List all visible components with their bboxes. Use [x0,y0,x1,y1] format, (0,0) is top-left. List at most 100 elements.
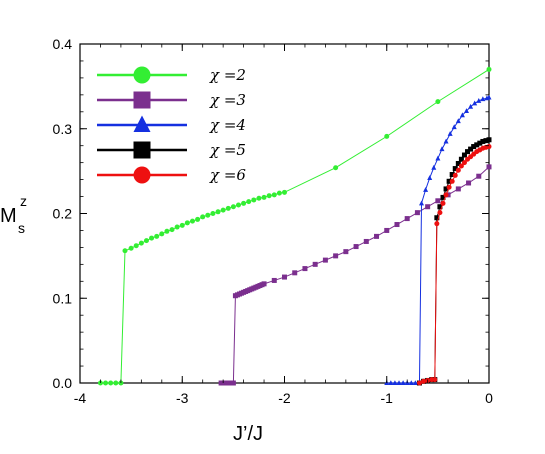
legend-label: χ =6 [209,166,246,184]
legend-marker [133,66,151,84]
legend-entry: χ =3 [97,91,246,109]
y-tick-label: 0.0 [53,375,73,391]
data-point [143,238,149,244]
x-tick-label: -3 [176,390,189,406]
data-point [215,209,221,215]
data-point [435,198,441,204]
legend-label: χ =2 [209,66,246,84]
series-2 [97,66,492,386]
legend-label: χ =5 [209,141,246,159]
data-point [174,224,180,230]
data-point [276,190,282,196]
data-point [108,380,114,386]
y-axis-title-main: M [0,205,17,227]
data-point [343,249,349,255]
data-point [159,231,165,237]
data-point [443,192,449,198]
data-point [414,210,420,216]
data-point [246,199,252,205]
data-point [437,210,443,216]
data-point [472,100,478,106]
data-point [394,222,400,228]
data-point [230,380,236,386]
data-point [459,112,465,118]
data-point [437,204,443,210]
data-point [474,142,480,148]
data-point [476,173,482,179]
x-tick-label: -1 [381,390,394,406]
data-point [452,172,458,178]
legend-label: χ =4 [209,116,246,134]
data-point [446,184,452,190]
data-point [200,214,206,220]
data-point [480,138,486,144]
data-point [396,380,402,386]
data-point [455,167,461,173]
data-point [486,94,492,100]
y-axis-title-sub: s [18,220,25,236]
data-point [423,186,429,192]
data-point [439,146,445,152]
data-point [431,164,437,170]
data-point [440,194,446,200]
data-point [464,108,470,113]
data-point [179,222,185,228]
data-point [458,156,464,162]
data-point [154,233,160,239]
data-point [476,97,482,103]
data-point [220,207,226,213]
data-point [461,160,467,166]
data-point [113,380,119,386]
y-tick-label: 0.1 [53,290,73,306]
legend-entry: χ =5 [97,141,246,159]
data-point [189,218,195,224]
data-point [133,243,139,249]
legend-label: χ =3 [209,91,246,109]
x-tick-label: -4 [74,390,87,406]
series-6 [416,144,492,386]
data-point [443,186,449,192]
data-point [149,235,155,241]
data-point [452,166,458,172]
data-point [226,380,232,386]
data-point [416,380,422,386]
data-point [222,380,228,386]
data-point [218,380,224,386]
x-tick-label: -2 [278,390,291,406]
data-point [435,99,441,105]
data-point [443,138,449,144]
data-point [425,204,431,210]
data-point [282,274,287,280]
legend-entry: χ =4 [97,115,246,134]
data-point [184,220,190,226]
data-point [455,186,461,192]
series-layer [97,66,492,386]
series-line [100,69,490,384]
data-point [210,211,216,216]
data-point [400,380,406,386]
data-point [449,172,455,178]
data-point [122,248,128,254]
data-point [486,144,492,150]
data-point [241,200,247,206]
data-point [434,221,440,227]
data-point [256,195,262,201]
data-point [164,228,170,234]
data-point [292,270,298,276]
data-point [440,200,446,206]
data-point [486,137,492,143]
data-point [333,165,339,171]
legend-entry: χ =6 [97,166,246,184]
data-point [363,238,369,244]
data-point [486,66,492,72]
data-point [446,178,452,184]
data-point [266,193,272,199]
data-point [455,160,461,166]
data-point [451,124,457,130]
data-point [483,138,489,144]
data-point [421,378,427,384]
y-tick-label: 0.3 [53,121,73,137]
data-point [449,178,455,184]
legend: χ =2 χ =3 χ =4 χ =5 χ =6 [97,66,246,184]
legend-marker [133,115,151,132]
